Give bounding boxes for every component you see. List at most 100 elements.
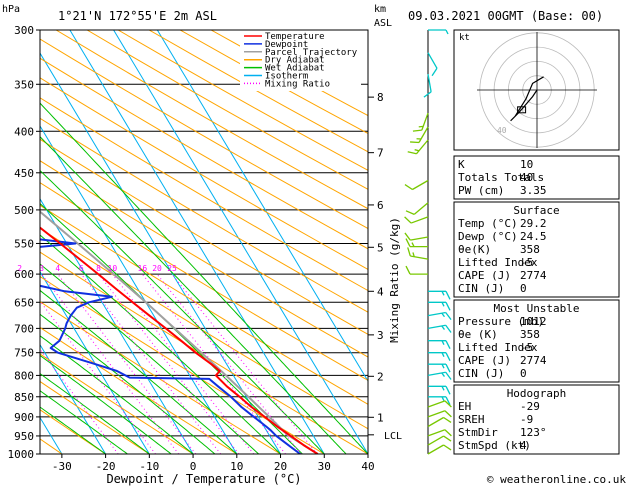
legend-entry: Wet Adiabat [265, 64, 325, 74]
wind-barb [428, 29, 449, 35]
index-label: CIN (J) [458, 367, 504, 380]
wet-adiabat-line [40, 102, 368, 454]
wind-barb [427, 324, 452, 333]
height-tick-label: 4 [377, 285, 384, 298]
isotherm-line [40, 270, 150, 454]
most-unstable-section-box [453, 299, 620, 383]
wind-barb-half-flag [441, 363, 445, 369]
wind-barb [427, 416, 452, 428]
mixing-ratio-line [156, 273, 302, 454]
wind-barb-flag [404, 216, 412, 224]
index-value: 40 [520, 171, 533, 184]
isotherm-line [113, 30, 368, 454]
wind-barb-flag [404, 232, 411, 241]
wind-barb [427, 435, 452, 446]
dry-adiabat-line [40, 353, 194, 454]
pressure-tick-label: 600 [14, 268, 34, 281]
wind-barbs [404, 29, 452, 455]
mixing-ratio-label: 6 [79, 264, 84, 273]
wind-barb [428, 340, 451, 349]
wind-barb-staff [427, 52, 438, 69]
hodograph-section-title: Hodograph [507, 387, 567, 400]
wind-barb-staff [427, 429, 446, 437]
pressure-tick-label: 950 [14, 430, 34, 443]
pressure-tick-label: 650 [14, 296, 34, 309]
index-label: SREH [458, 413, 485, 426]
index-value: 0 [520, 367, 527, 380]
dry-adiabat-line [40, 117, 368, 313]
index-label: K [458, 158, 465, 171]
wet-adiabat-line [40, 234, 281, 454]
wind-barb [404, 232, 429, 241]
wind-barb-half-flag [411, 242, 415, 247]
skewt-plot: 2 3 4 6 8 10 16 20 25300350400450500550600650700… [8, 24, 403, 473]
wind-barb [427, 371, 452, 380]
most-unstable-section-title: Most Unstable [493, 302, 579, 315]
temperature-tick-label: 40 [361, 460, 374, 473]
dry-adiabat-line [40, 160, 368, 358]
mixing-ratio-line [57, 273, 197, 454]
wind-barb [427, 52, 438, 77]
wind-barb-half-flag [441, 340, 445, 345]
wind-barb-flag [445, 371, 452, 380]
dry-adiabat-line [40, 326, 238, 454]
wind-barb-flag [407, 151, 417, 155]
index-label: CAPE (J) [458, 269, 511, 282]
legend-entry: Temperature [265, 32, 325, 42]
x-axis-label: Dewpoint / Temperature (°C) [106, 472, 301, 486]
mixing-ratio-label: 25 [167, 264, 177, 273]
pressure-unit-label: hPa [2, 4, 20, 15]
height-tick-label: 7 [377, 147, 384, 160]
wind-barb-flag [445, 291, 451, 300]
wet-adiabat-line [40, 335, 194, 454]
wet-adiabat-line [40, 406, 106, 454]
index-label: StmDir [458, 426, 498, 439]
index-label: Pressure (mb) [458, 315, 544, 328]
wind-barb-half-flag [416, 138, 422, 140]
index-value: 123° [520, 426, 547, 439]
wind-barb-flag [444, 429, 452, 437]
height-tick-label: 3 [377, 329, 384, 342]
index-value: 3.35 [520, 184, 547, 197]
dry-adiabat-line [148, 30, 368, 153]
wind-barb-half-flag [441, 312, 445, 318]
wind-barb [407, 247, 429, 260]
legend-entry: Dry Adiabat [265, 56, 325, 66]
index-value: -5 [520, 256, 533, 269]
mixing-ratio-labels: 2 3 4 6 8 10 16 20 25 [17, 264, 177, 273]
km-label: km [374, 4, 386, 15]
index-label: Lifted Index [458, 341, 538, 354]
dewpoint-profile [40, 238, 301, 454]
wind-barb-flag [444, 410, 452, 418]
plot-background [40, 30, 368, 454]
skewt-plot-area [40, 30, 368, 454]
wind-barb-staff [427, 444, 444, 455]
wind-barb-flag [445, 312, 452, 321]
wet-adiabat-line [40, 263, 260, 454]
index-label: Temp (°C) [458, 217, 518, 230]
pressure-tick-label: 400 [14, 125, 34, 138]
parcel-trajectory [40, 210, 319, 454]
mixing-ratio-label: 8 [96, 264, 101, 273]
location-title: 1°21'N 172°55'E 2m ASL [58, 9, 217, 23]
wind-barb-staff [427, 435, 444, 446]
surface-section-title: Surface [513, 204, 559, 217]
wet-adiabat-line [40, 354, 172, 454]
index-label: Lifted Index [458, 256, 538, 269]
isotherm-line [40, 52, 281, 454]
pressure-tick-label: 300 [14, 24, 34, 37]
dry-adiabat-line [117, 30, 368, 171]
dry-adiabat-line [40, 97, 368, 292]
wind-barb-staff [418, 126, 429, 143]
wind-barb-staff [421, 112, 429, 131]
wind-barb-staff [410, 216, 429, 224]
wind-barb-flag [445, 302, 451, 311]
pressure-tick-label: 700 [14, 322, 34, 335]
index-value: 2774 [520, 269, 547, 282]
dry-adiabat-line [40, 138, 368, 335]
wind-barb-flag [412, 129, 422, 132]
index-label: PW (cm) [458, 184, 504, 197]
